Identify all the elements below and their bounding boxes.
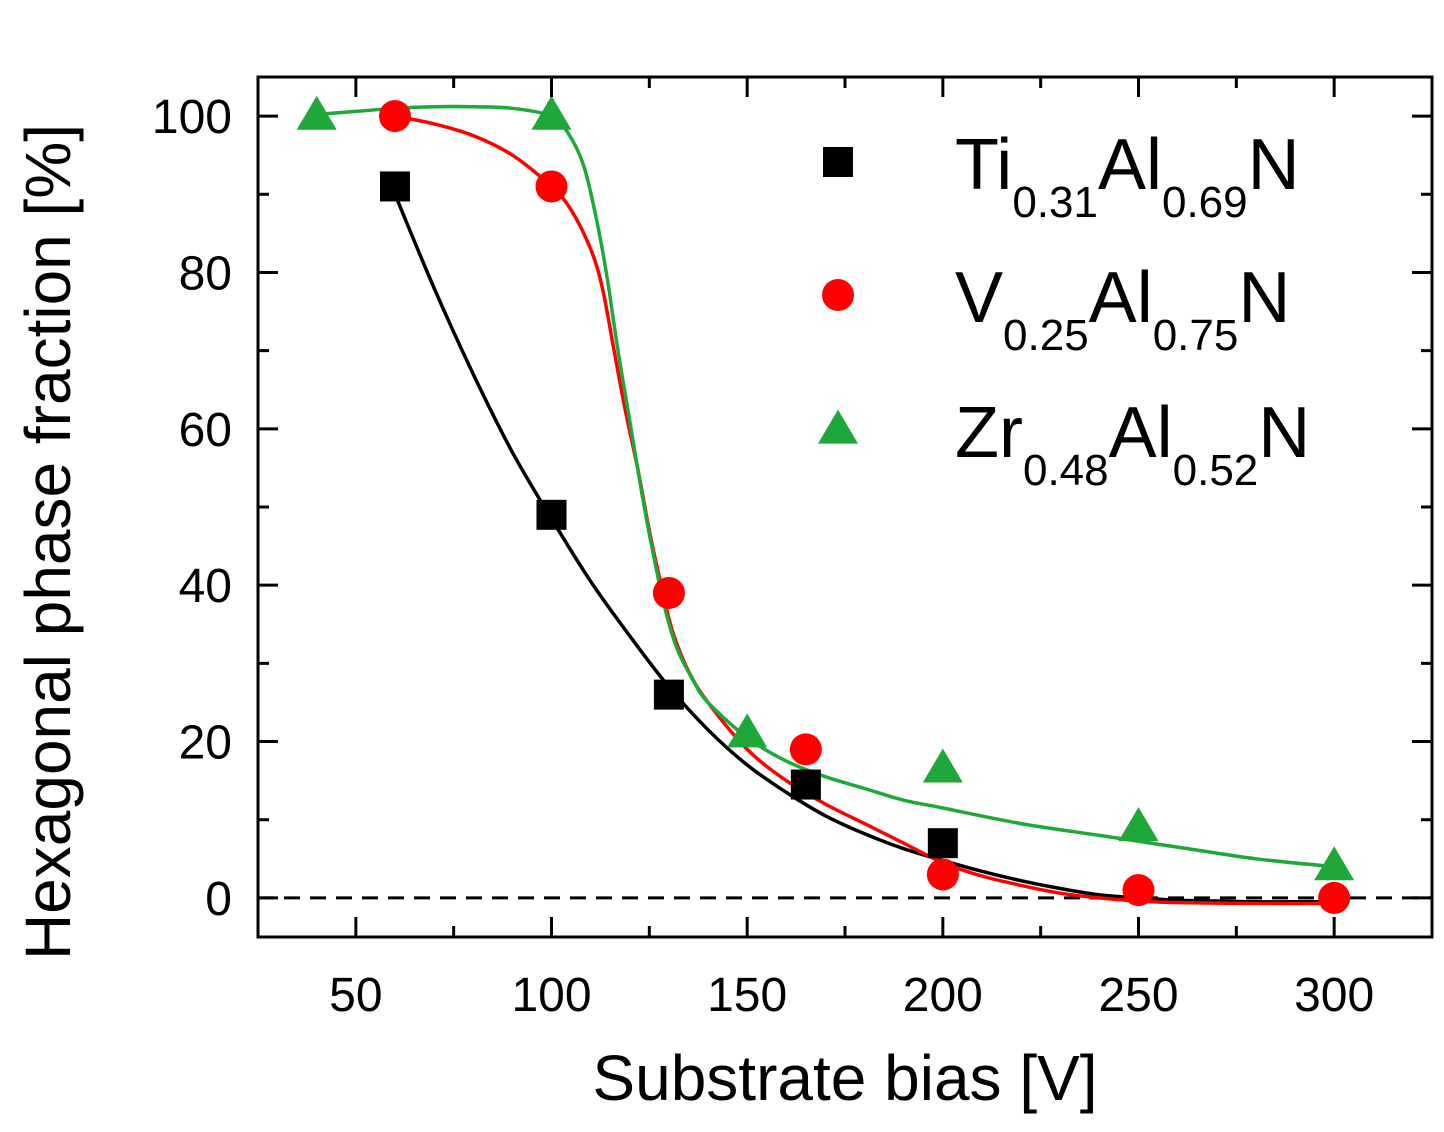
legend-marker-0 — [823, 147, 853, 177]
x-tick-label: 100 — [511, 969, 591, 1022]
legend-element: N — [1258, 393, 1310, 473]
legend-subscript: 0.69 — [1162, 178, 1248, 227]
fit-curve-series-0 — [393, 193, 1335, 904]
y-tick-label: 100 — [152, 91, 232, 144]
x-tick-label: 50 — [329, 969, 382, 1022]
y-tick-label: 80 — [179, 247, 232, 300]
legend-element: N — [1248, 125, 1300, 205]
legend-element: Al — [1089, 258, 1153, 338]
legend-subscript: 0.48 — [1023, 446, 1109, 495]
y-tick-label: 20 — [179, 717, 232, 770]
ticks-layer — [258, 77, 1434, 937]
data-point-series-2 — [531, 95, 572, 130]
data-point-series-2 — [1314, 846, 1355, 881]
legend-marker-2 — [818, 409, 858, 444]
y-tick-label: 60 — [179, 404, 232, 457]
data-point-series-1 — [1318, 881, 1351, 914]
data-points-layer — [296, 95, 1355, 914]
legend-element: Zr — [955, 393, 1023, 473]
data-point-series-2 — [727, 713, 768, 748]
data-point-series-1 — [378, 100, 411, 133]
legend-element: N — [1238, 258, 1290, 338]
data-point-series-1 — [789, 733, 822, 766]
data-point-series-2 — [1118, 807, 1159, 842]
data-point-series-0 — [653, 679, 684, 710]
data-point-series-2 — [296, 95, 337, 130]
data-point-series-1 — [652, 577, 685, 609]
legend-subscript: 0.25 — [1003, 311, 1089, 360]
x-tick-label: 300 — [1294, 969, 1374, 1022]
plot-frame — [256, 75, 1434, 939]
y-tick-label: 40 — [179, 560, 232, 613]
x-axis-title: Substrate bias [V] — [592, 1042, 1097, 1114]
data-point-series-0 — [536, 499, 567, 530]
data-point-series-0 — [790, 769, 821, 800]
legend-element: Al — [1098, 125, 1162, 205]
data-point-series-0 — [379, 171, 410, 202]
data-point-series-1 — [1122, 874, 1155, 907]
data-point-series-0 — [927, 828, 958, 859]
legend-marker-1 — [822, 279, 854, 311]
fit-curve-series-1 — [394, 114, 1335, 906]
data-point-series-1 — [926, 858, 959, 891]
legend-subscript: 0.75 — [1153, 311, 1239, 360]
tick-labels-layer: 50 100 150 200 250 300 0 20 40 60 80 100 — [152, 91, 1374, 1022]
legend-element: Ti — [955, 125, 1012, 205]
legend-subscript: 0.52 — [1173, 446, 1259, 495]
legend-element: Al — [1109, 393, 1173, 473]
x-tick-label: 250 — [1098, 969, 1178, 1022]
legend-label-1: V0.25Al0.75N — [955, 258, 1290, 360]
legend-label-0: Ti0.31Al0.69N — [955, 125, 1300, 227]
legend-label-2: Zr0.48Al0.52N — [955, 393, 1310, 495]
data-point-series-1 — [535, 170, 568, 203]
legend-element: V — [955, 258, 1003, 338]
x-tick-label: 150 — [707, 969, 787, 1022]
data-point-series-2 — [922, 748, 963, 783]
x-tick-label: 200 — [903, 969, 983, 1022]
legend-subscript: 0.31 — [1012, 178, 1098, 227]
y-axis-title: Hexagonal phase fraction [%] — [12, 124, 84, 960]
y-tick-label: 0 — [205, 873, 232, 926]
